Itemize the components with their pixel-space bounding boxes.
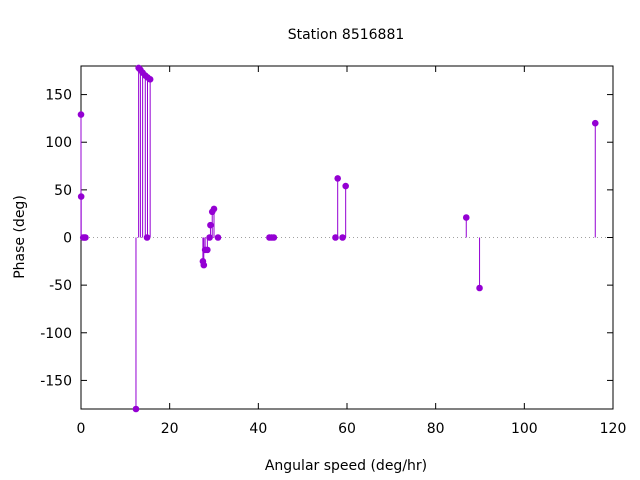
- x-axis-label: Angular speed (deg/hr): [265, 458, 427, 474]
- data-point: [476, 284, 483, 292]
- x-tick-label: 60: [338, 421, 356, 437]
- y-tick-label: -50: [49, 278, 72, 294]
- data-point: [207, 221, 214, 229]
- x-tick-label: 120: [600, 421, 627, 437]
- data-point: [204, 246, 211, 254]
- data-point: [342, 182, 349, 190]
- data-point: [82, 234, 89, 241]
- x-tick-label: 80: [427, 421, 445, 437]
- data-point: [143, 234, 151, 241]
- data-point: [77, 193, 85, 200]
- data-point: [210, 205, 218, 213]
- plot-area: 0 20 40 60 80 100 120 -150 -100 -50 0 50 100 150: [40, 64, 627, 437]
- data-point: [591, 119, 599, 127]
- y-tick-label: 100: [45, 135, 72, 151]
- data-point: [334, 175, 341, 182]
- x-tick-label: 0: [77, 421, 86, 437]
- y-tick-label: 0: [63, 231, 72, 247]
- y-tick-label: 50: [54, 183, 72, 199]
- data-point: [206, 234, 213, 241]
- data-point: [339, 234, 346, 241]
- chart-title: Station 8516881: [288, 27, 405, 43]
- data-point: [462, 214, 470, 221]
- y-axis-label: Phase (deg): [12, 195, 28, 279]
- data-point: [146, 76, 154, 83]
- data-point: [214, 234, 222, 241]
- x-tick-label: 100: [511, 421, 538, 437]
- y-tick-label: -100: [40, 326, 72, 342]
- y-tick-label: 150: [45, 88, 72, 104]
- data-point: [270, 234, 278, 241]
- x-tick-label: 20: [161, 421, 179, 437]
- data-point: [332, 234, 339, 241]
- x-tick-label: 40: [249, 421, 267, 437]
- data-point: [77, 111, 85, 118]
- y-tick-label: -150: [40, 373, 72, 389]
- data-point: [132, 405, 140, 413]
- data-point: [200, 261, 208, 269]
